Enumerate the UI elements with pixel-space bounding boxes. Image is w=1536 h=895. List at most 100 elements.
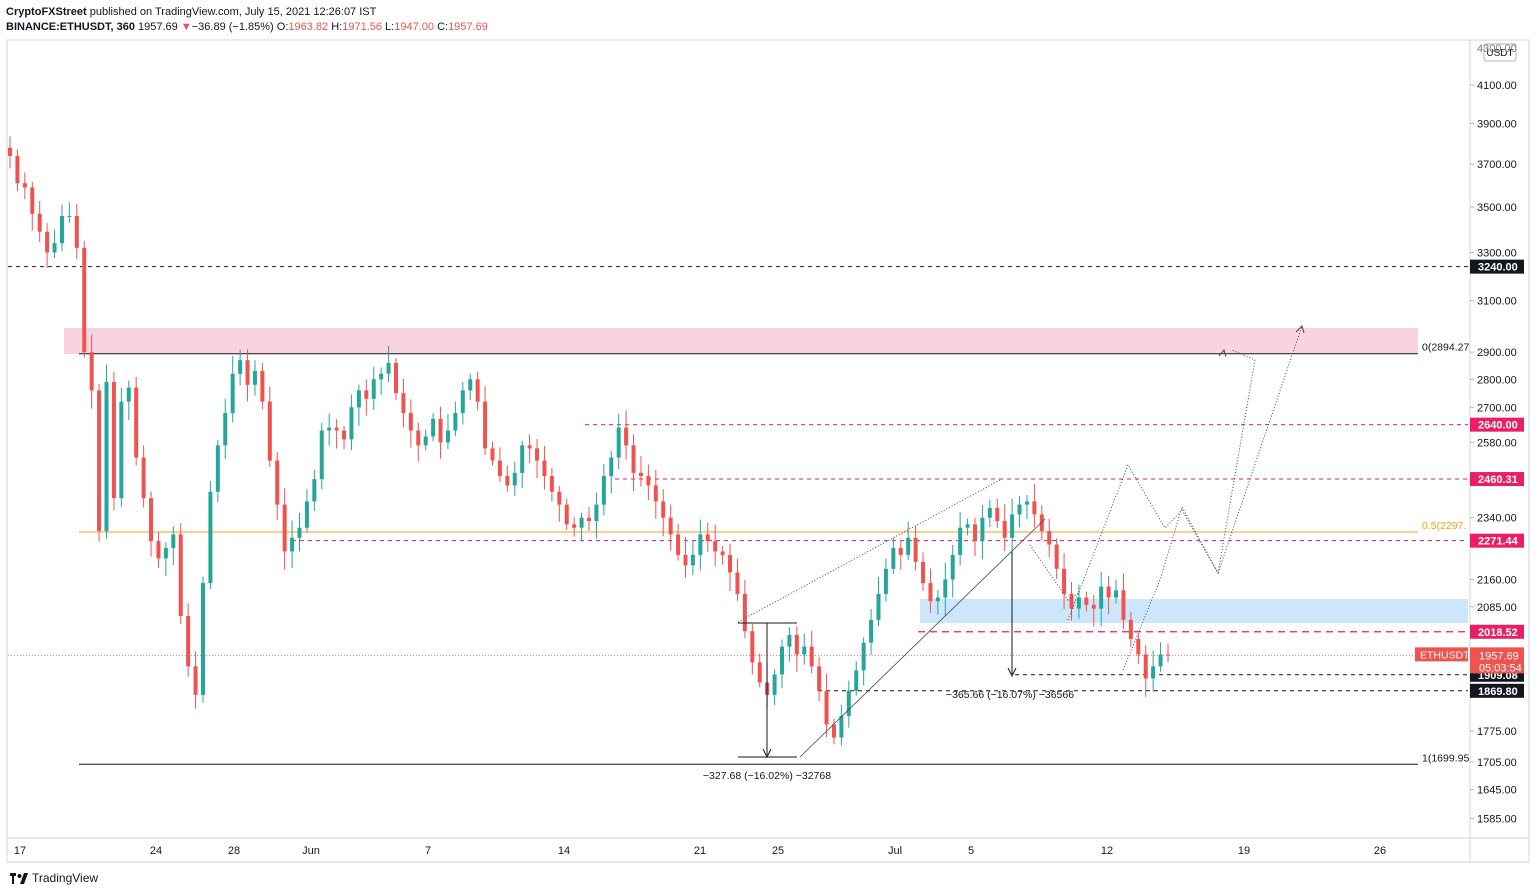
- candle: [735, 558, 740, 601]
- candle: [587, 507, 591, 531]
- candle: [1136, 633, 1141, 665]
- candle: [757, 653, 762, 688]
- price-tick-label: 4300.00: [1477, 43, 1517, 55]
- candle: [854, 661, 859, 696]
- candle: [572, 517, 577, 537]
- candle: [1158, 642, 1163, 672]
- candle: [119, 387, 124, 507]
- candle: [334, 419, 339, 449]
- currency-badge: [1483, 43, 1517, 62]
- candle-body: [557, 491, 562, 505]
- symbol-label[interactable]: BINANCE:ETHUSDT, 360: [6, 21, 135, 33]
- candle: [965, 518, 970, 536]
- measure-arrow-head-2: [1007, 667, 1017, 678]
- candle: [1143, 645, 1148, 697]
- candle: [141, 445, 146, 508]
- candle: [401, 378, 406, 428]
- candle-body: [1039, 514, 1044, 532]
- candle-body: [163, 547, 168, 559]
- candle: [431, 413, 436, 442]
- candle: [82, 240, 87, 358]
- candle: [178, 523, 183, 625]
- candle-body: [965, 524, 970, 528]
- candle: [906, 521, 911, 560]
- price-label-text: 3240.00: [1478, 262, 1518, 274]
- candle-body: [906, 537, 911, 555]
- candle: [846, 680, 851, 728]
- ohlc-legend: BINANCE:ETHUSDT, 360 1957.69 ▼−36.89 (−1…: [6, 21, 488, 33]
- candle-body: [579, 517, 584, 528]
- candle: [186, 603, 191, 677]
- candle: [37, 201, 42, 243]
- candle: [831, 718, 836, 745]
- drawing-tools[interactable]: [737, 325, 1305, 759]
- candle-body: [8, 147, 12, 156]
- candle: [794, 626, 799, 672]
- candle: [987, 499, 992, 528]
- candle-body: [676, 534, 681, 555]
- candle: [861, 637, 866, 686]
- candle: [267, 386, 272, 468]
- time-axis[interactable]: 17 24 28 Jun 7 14 21 25 Jul 5 12 19 26: [14, 845, 1386, 857]
- candle: [156, 531, 161, 568]
- candle: [616, 413, 621, 470]
- time-tick-label: 12: [1101, 845, 1113, 857]
- candle: [438, 406, 443, 459]
- candle: [1128, 611, 1133, 647]
- candle-body: [483, 401, 488, 449]
- candle: [1166, 643, 1170, 663]
- candle-body: [720, 551, 725, 555]
- footer-brand-label: TradingView: [32, 871, 99, 885]
- candle-body: [609, 457, 614, 477]
- candle-body: [750, 631, 755, 663]
- candle-body: [275, 460, 280, 505]
- price-tick-label: 1775.00: [1477, 726, 1517, 738]
- currency-label: USDT: [1486, 48, 1513, 59]
- price-label-text: 2640.00: [1478, 420, 1518, 432]
- candle-body: [854, 670, 859, 691]
- candle: [720, 546, 725, 565]
- price-tick-label: 2580.00: [1477, 437, 1517, 449]
- candle: [698, 519, 703, 571]
- candle: [126, 380, 131, 421]
- candle: [52, 229, 57, 259]
- candle: [453, 401, 458, 436]
- candle-body: [408, 413, 413, 431]
- candle-body: [460, 390, 465, 414]
- footer-brand[interactable]: TradingView: [10, 871, 98, 885]
- price-tick-label: 3100.00: [1477, 296, 1517, 308]
- price-tick-label: 2160.00: [1477, 574, 1517, 586]
- candle: [891, 538, 896, 574]
- candle: [15, 149, 20, 192]
- candle-body: [15, 155, 20, 184]
- current-price-box: [1470, 647, 1524, 674]
- candle: [869, 608, 874, 656]
- time-tick-label: 25: [772, 845, 784, 857]
- candle-body: [312, 479, 317, 502]
- candle-body: [505, 476, 510, 486]
- candle: [193, 651, 198, 709]
- publisher-name: CryptoFXStreet: [6, 6, 87, 18]
- candle: [564, 498, 569, 530]
- measurement-label-july: −365.66 (−16.07%) −36566: [946, 689, 1074, 701]
- supply-zone: [64, 328, 1418, 354]
- candle: [535, 439, 540, 479]
- candle-body: [126, 387, 131, 402]
- candle-body: [950, 554, 955, 580]
- candle-body: [698, 534, 703, 555]
- candle: [653, 470, 658, 519]
- candle: [601, 464, 606, 516]
- candle: [505, 465, 510, 492]
- candle: [995, 498, 1000, 528]
- candle: [297, 512, 302, 552]
- candle-body: [97, 390, 102, 532]
- price-axis[interactable]: 4100.00 3900.00 3700.00 3500.00 3300.00 3100.…: [1415, 43, 1524, 825]
- candle-body: [1032, 501, 1037, 515]
- current-price-text: 1957.69: [1479, 650, 1519, 662]
- price-tick-label: 2900.00: [1477, 347, 1517, 359]
- candle-body: [1062, 568, 1067, 594]
- candle: [958, 512, 963, 566]
- candle-body: [45, 231, 50, 253]
